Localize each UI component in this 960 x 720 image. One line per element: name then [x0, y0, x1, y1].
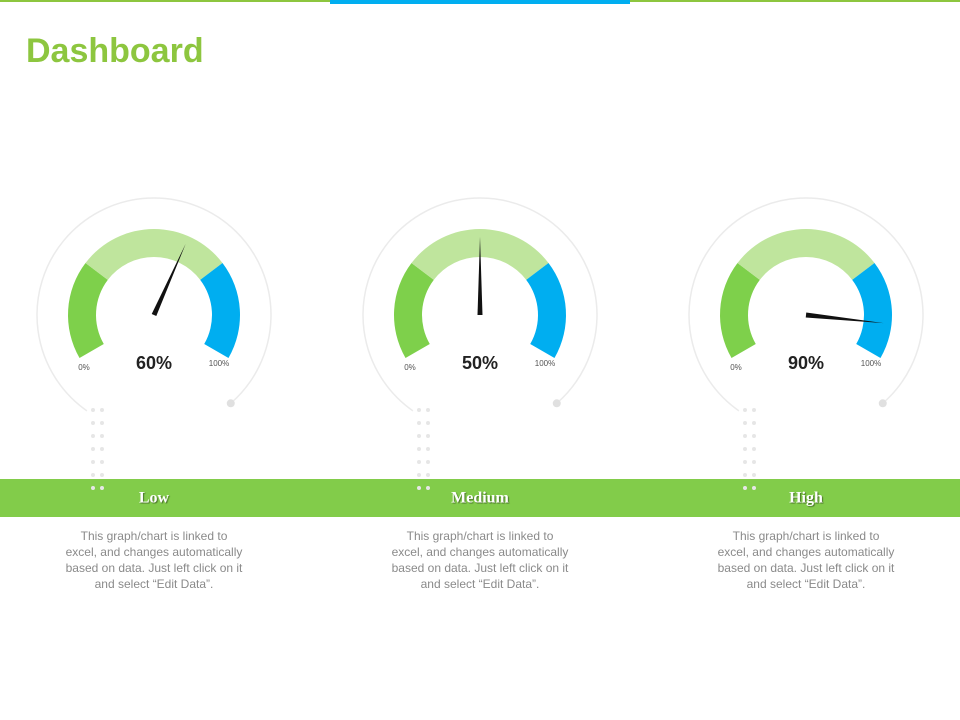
deco-dot [91, 434, 95, 438]
outer-ring [688, 197, 924, 412]
deco-dot [743, 486, 747, 490]
deco-dot [426, 408, 430, 412]
value-label: 90% [788, 353, 824, 373]
gauge-title: High [789, 490, 823, 507]
description-line: and select “Edit Data”. [421, 577, 540, 591]
deco-dot [417, 408, 421, 412]
deco-dot [100, 421, 104, 425]
deco-dot [91, 447, 95, 451]
description-line: excel, and changes automatically [66, 545, 243, 559]
deco-dot [426, 447, 430, 451]
deco-dot [426, 486, 430, 490]
deco-dot [91, 473, 95, 477]
deco-dot [91, 421, 95, 425]
top-accent [330, 0, 630, 4]
value-label: 50% [462, 353, 498, 373]
description-line: This graph/chart is linked to [81, 529, 228, 543]
deco-dot [743, 447, 747, 451]
deco-dot [91, 486, 95, 490]
page-title: Dashboard [26, 32, 204, 70]
value-label: 60% [136, 353, 172, 373]
gauge-title: Medium [451, 490, 509, 507]
deco-dot [417, 447, 421, 451]
needle [477, 237, 483, 315]
gauge-band [85, 229, 223, 280]
description-line: based on data. Just left click on it [66, 561, 243, 575]
gauge-band [200, 263, 240, 358]
tick-label: 100% [861, 359, 881, 368]
deco-dot [417, 473, 421, 477]
description-line: excel, and changes automatically [718, 545, 895, 559]
deco-dot [100, 408, 104, 412]
gauge-band [394, 263, 434, 358]
needle [805, 312, 884, 324]
deco-dot [752, 486, 756, 490]
tick-label: 100% [209, 359, 229, 368]
deco-dot [743, 408, 747, 412]
deco-dot [752, 447, 756, 451]
deco-dot [426, 421, 430, 425]
deco-dot [417, 486, 421, 490]
description-line: based on data. Just left click on it [392, 561, 569, 575]
deco-dot [752, 408, 756, 412]
deco-dot [417, 421, 421, 425]
description-line: This graph/chart is linked to [407, 529, 554, 543]
tick-label: 0% [730, 363, 742, 372]
description-line: This graph/chart is linked to [733, 529, 880, 543]
deco-dot [743, 473, 747, 477]
gauge-band [720, 263, 760, 358]
tick-label: 0% [78, 363, 90, 372]
deco-dot [743, 421, 747, 425]
deco-dot [752, 434, 756, 438]
gauge-band [737, 228, 875, 280]
deco-dot [100, 447, 104, 451]
description-line: and select “Edit Data”. [747, 577, 866, 591]
deco-dot [100, 460, 104, 464]
deco-dot [417, 460, 421, 464]
description-line: excel, and changes automatically [392, 545, 569, 559]
deco-dot [743, 434, 747, 438]
outer-ring [36, 197, 272, 412]
description-line: based on data. Just left click on it [718, 561, 895, 575]
deco-dot [752, 421, 756, 425]
description-line: and select “Edit Data”. [95, 577, 214, 591]
gauge-band [852, 263, 893, 358]
tick-label: 100% [535, 359, 555, 368]
deco-dot [100, 473, 104, 477]
deco-dot [100, 486, 104, 490]
deco-dot [426, 460, 430, 464]
label-band [0, 479, 960, 517]
ring-dot [878, 399, 887, 408]
gauge-band [526, 263, 567, 358]
deco-dot [752, 473, 756, 477]
deco-dot [743, 460, 747, 464]
deco-dot [752, 460, 756, 464]
needle [151, 243, 186, 317]
ring-dot [226, 399, 235, 408]
deco-dot [426, 434, 430, 438]
gauge-title: Low [139, 490, 170, 507]
deco-dot [100, 434, 104, 438]
deco-dot [91, 460, 95, 464]
gauge-band [67, 263, 108, 358]
deco-dot [417, 434, 421, 438]
outer-ring [362, 197, 598, 412]
tick-label: 0% [404, 363, 416, 372]
deco-dot [91, 408, 95, 412]
deco-dot [426, 473, 430, 477]
ring-dot [552, 399, 561, 408]
